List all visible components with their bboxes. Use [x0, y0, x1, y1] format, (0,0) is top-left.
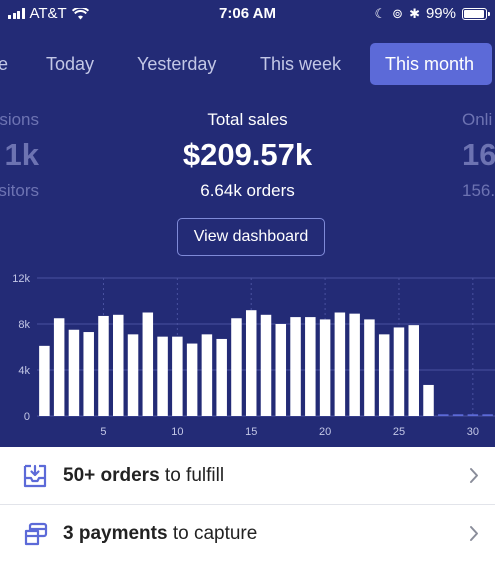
online-sub-partial: 156.	[462, 181, 495, 200]
tab-today[interactable]: Today	[46, 54, 95, 74]
bar-day-7	[127, 334, 139, 416]
battery-icon	[462, 7, 490, 20]
bar-day-20	[319, 319, 331, 416]
bar-day-3	[68, 329, 80, 416]
bar-day-26	[408, 325, 419, 416]
y-tick-label: 4k	[18, 365, 30, 377]
payments-to-capture-text: 3 payments to capture	[63, 505, 257, 561]
x-tick-label: 30	[467, 426, 479, 438]
total-sales-value: $209.57k	[182, 137, 313, 172]
signal-bars-icon	[8, 8, 25, 19]
status-time: 7:06 AM	[219, 5, 276, 22]
orders-count: 6.64k orders	[200, 181, 295, 200]
bar-day-10	[172, 336, 183, 416]
tab-this-month[interactable]: This month	[370, 43, 492, 85]
x-tick-label: 5	[100, 426, 106, 438]
battery-percent: 99%	[425, 5, 456, 22]
sessions-title-partial: sions	[0, 110, 39, 129]
orders-to-fulfill-row[interactable]: 50+ orders to fulfill	[0, 447, 495, 504]
payment-cards-icon	[24, 522, 48, 546]
bar-day-14	[231, 318, 242, 416]
chevron-right-icon	[470, 468, 478, 483]
bar-day-12	[201, 334, 213, 416]
bluetooth-icon: ✱	[409, 5, 420, 21]
sessions-value-partial: 1k	[4, 137, 39, 172]
moon-icon: ☾	[374, 5, 387, 21]
chevron-right-icon	[470, 526, 478, 541]
bar-day-24	[378, 334, 390, 416]
wifi-icon	[71, 7, 89, 19]
sales-overview-panel: AT&T 7:06 AM ☾ ⊚ ✱ 99% e Today Yesterday…	[0, 0, 495, 447]
inbox-download-icon	[23, 464, 47, 488]
bar-day-23	[364, 319, 375, 416]
bar-day-5	[98, 315, 109, 416]
online-title-partial: Onli	[462, 110, 493, 129]
payments-count-bold: 3 payments	[63, 523, 168, 544]
orders-suffix: to fulfill	[159, 465, 225, 486]
x-tick-label: 20	[319, 426, 331, 438]
orders-to-fulfill-text: 50+ orders to fulfill	[63, 447, 224, 504]
y-tick-label: 12k	[12, 273, 30, 285]
x-tick-label: 10	[171, 426, 183, 438]
bar-day-25	[393, 327, 405, 416]
bar-day-4	[83, 332, 94, 416]
bar-day-30	[467, 414, 479, 416]
tab-previous-partial[interactable]: e	[0, 54, 9, 74]
bar-day-11	[186, 343, 198, 416]
bar-day-21	[334, 312, 346, 416]
bar-day-27	[423, 384, 434, 416]
visitors-label-partial: sitors	[0, 181, 39, 200]
payments-to-capture-row[interactable]: 3 payments to capture	[0, 504, 495, 561]
tab-this-week[interactable]: This week	[260, 54, 342, 74]
bar-day-19	[305, 317, 316, 416]
x-tick-label: 15	[245, 426, 257, 438]
bar-day-6	[113, 314, 124, 416]
total-sales-title: Total sales	[207, 110, 288, 129]
status-bar: AT&T 7:06 AM ☾ ⊚ ✱ 99%	[0, 0, 495, 28]
bar-day-2	[53, 318, 65, 416]
daily-sales-bar-chart: 0 4k 8k 12k 5 10 15 20 25 30	[12, 273, 495, 438]
bar-day-17	[275, 324, 287, 416]
bar-day-16	[260, 314, 272, 416]
bar-day-18	[290, 317, 301, 416]
bar-day-22	[349, 313, 360, 416]
orientation-lock-icon: ⊚	[392, 5, 404, 21]
bar-day-31	[482, 414, 493, 416]
bar-day-1	[39, 345, 50, 416]
y-tick-label: 8k	[18, 319, 30, 331]
y-tick-label: 0	[24, 411, 30, 423]
orders-count-bold: 50+ orders	[63, 465, 160, 486]
view-dashboard-button[interactable]: View dashboard	[177, 218, 325, 256]
bar-day-28	[438, 414, 449, 416]
bar-day-29	[452, 414, 464, 416]
payments-suffix: to capture	[167, 523, 258, 544]
online-value-partial: 16	[462, 137, 495, 172]
bar-day-13	[216, 338, 227, 416]
bar-day-15	[245, 310, 257, 416]
tab-yesterday[interactable]: Yesterday	[137, 54, 217, 74]
bar-day-9	[157, 336, 168, 416]
carrier-label: AT&T	[29, 5, 67, 22]
bar-day-8	[142, 312, 154, 416]
x-tick-label: 25	[393, 426, 405, 438]
